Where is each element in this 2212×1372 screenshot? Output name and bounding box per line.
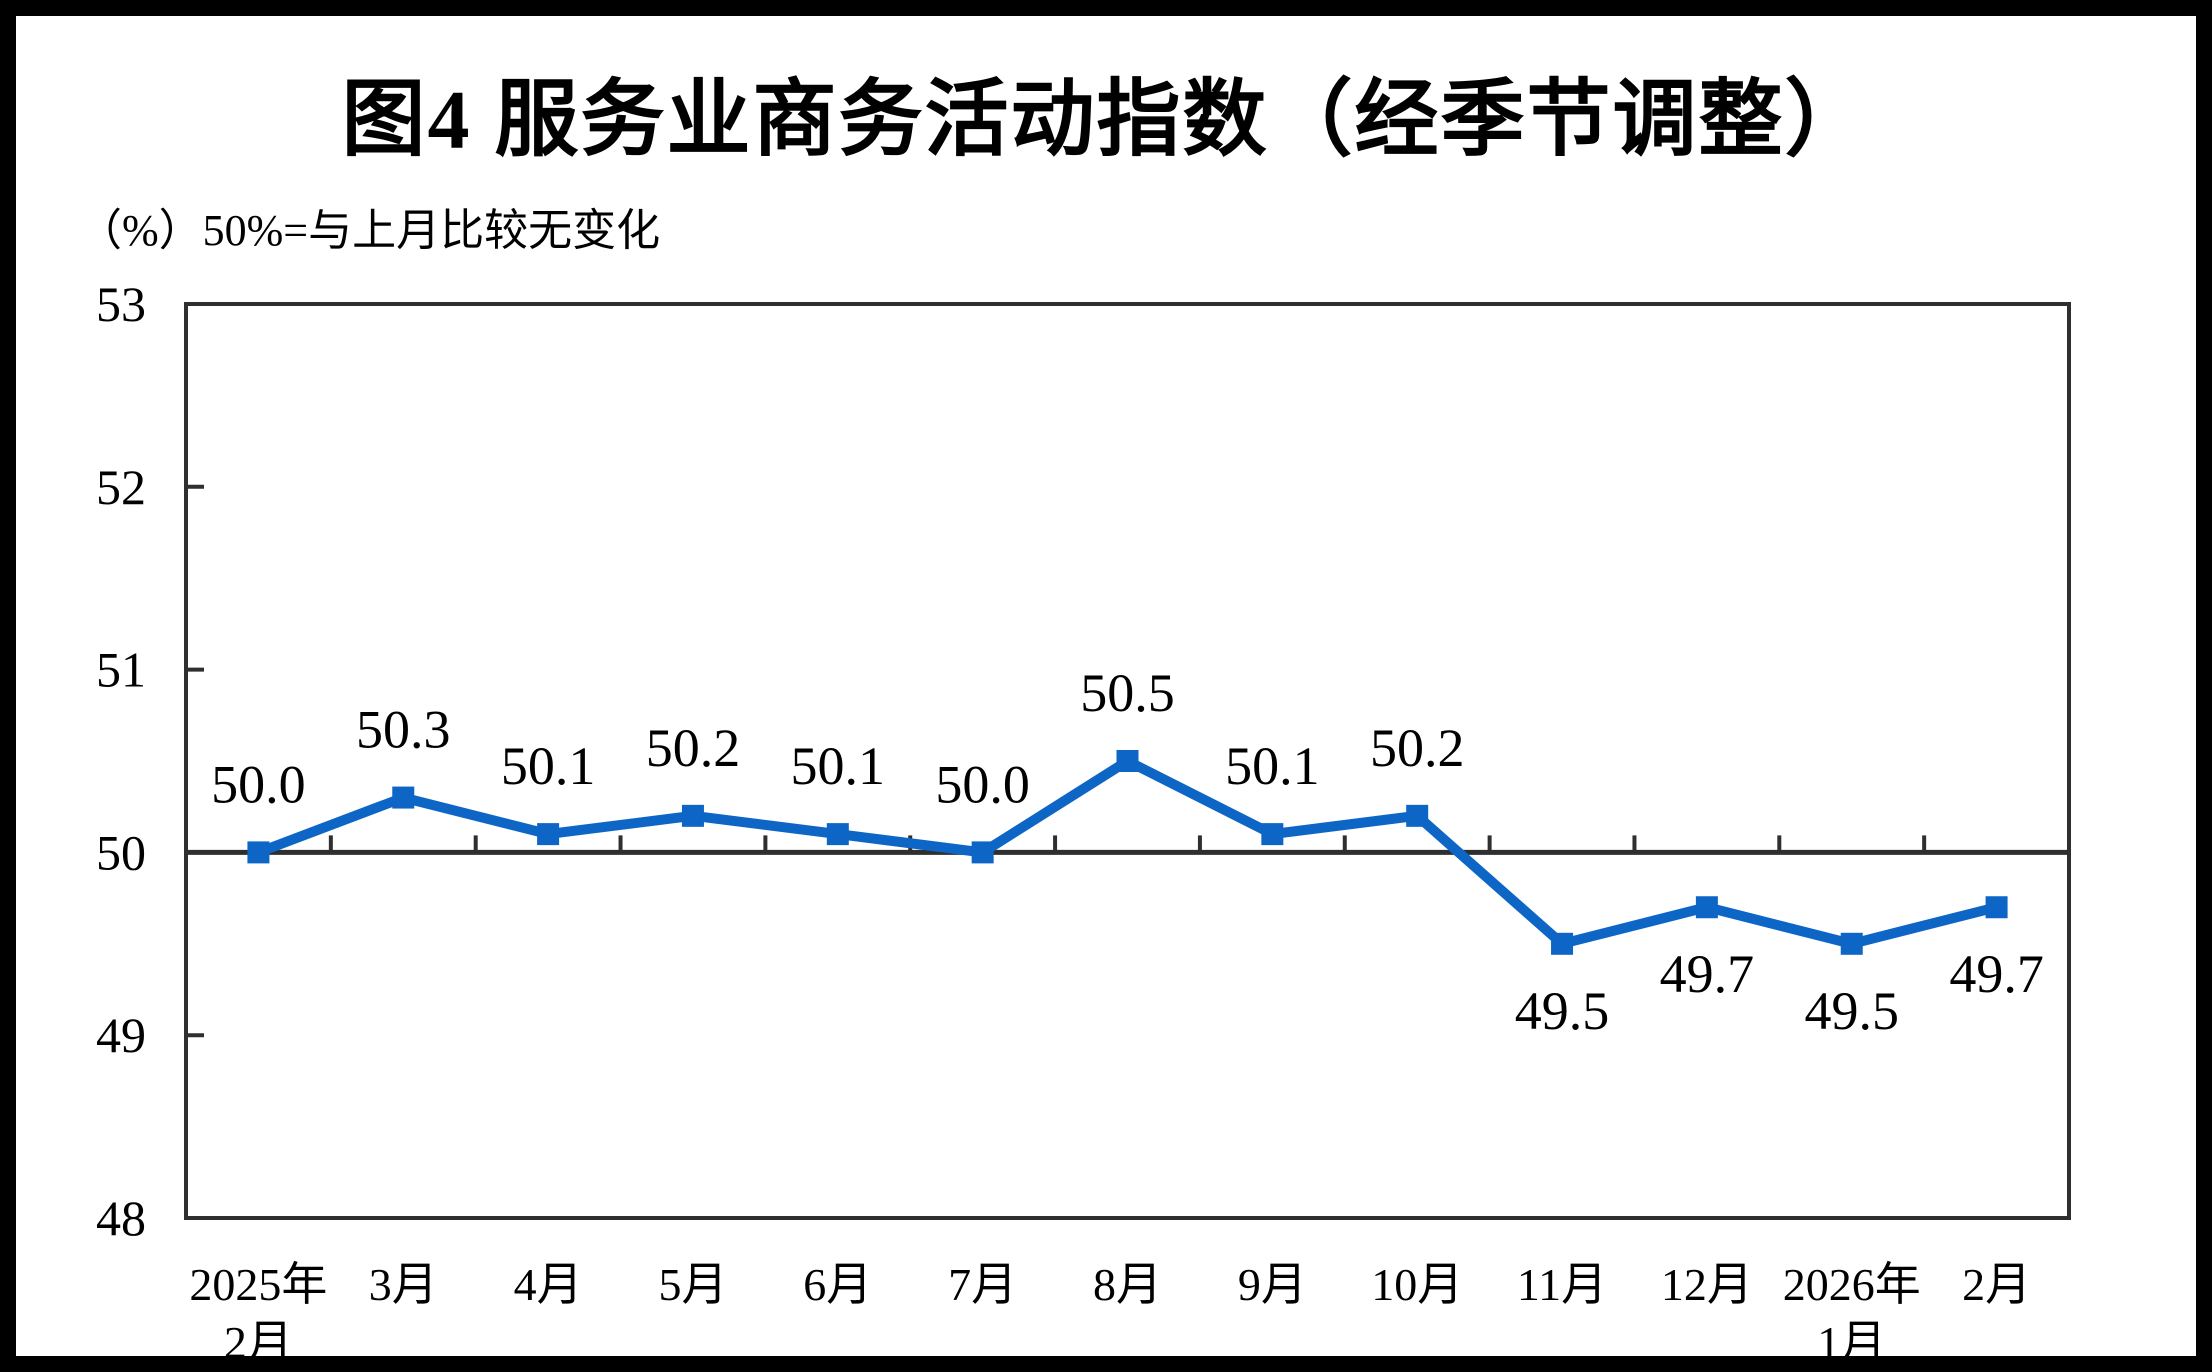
data-point-marker xyxy=(1985,896,2008,919)
data-point-label: 49.5 xyxy=(1515,981,1610,1041)
data-point-label: 50.2 xyxy=(1370,718,1465,778)
plot-border xyxy=(184,302,2071,1220)
chart-title: 图4 服务业商务活动指数（经季节调整） xyxy=(341,74,1871,167)
x-tick-label: 9月 xyxy=(1238,1259,1307,1310)
x-tick-label: 2026年 xyxy=(1783,1259,1921,1310)
data-point-marker xyxy=(392,786,415,809)
axis-unit-note: （%）50%=与上月比较无变化 xyxy=(78,206,661,255)
data-point-label: 50.3 xyxy=(356,700,451,760)
data-point-label: 49.5 xyxy=(1804,981,1899,1041)
x-tick-label: 4月 xyxy=(514,1259,583,1310)
y-tick-label: 52 xyxy=(96,459,146,515)
data-point-marker xyxy=(1695,896,1718,919)
data-point-label: 50.1 xyxy=(1225,736,1320,796)
data-point-marker xyxy=(537,823,560,846)
x-tick-label-line2: 1月 xyxy=(1817,1317,1886,1368)
data-point-marker xyxy=(1261,823,1284,846)
y-tick-label: 50 xyxy=(96,824,146,880)
data-point-marker xyxy=(1840,932,1863,955)
data-point-label: 49.7 xyxy=(1949,944,2044,1004)
data-point-marker xyxy=(1551,932,1574,955)
x-tick-label: 8月 xyxy=(1093,1259,1162,1310)
x-tick-label: 12月 xyxy=(1661,1259,1753,1310)
data-point-marker xyxy=(681,804,704,827)
data-point-marker xyxy=(826,823,849,846)
data-point-label: 50.0 xyxy=(211,754,306,814)
data-point-label: 50.1 xyxy=(791,736,886,796)
data-point-label: 50.0 xyxy=(935,754,1030,814)
data-point-marker xyxy=(247,841,270,864)
x-tick-label: 7月 xyxy=(948,1259,1017,1310)
y-tick-label: 49 xyxy=(96,1007,146,1063)
data-point-marker xyxy=(971,841,994,864)
x-tick-label-line2: 2月 xyxy=(224,1317,293,1368)
x-tick-label: 11月 xyxy=(1517,1259,1607,1310)
data-point-label: 50.5 xyxy=(1080,663,1175,723)
x-tick-label: 2月 xyxy=(1962,1259,2031,1310)
x-tick-label: 5月 xyxy=(658,1259,727,1310)
data-point-marker xyxy=(1406,804,1429,827)
data-point-label: 49.7 xyxy=(1660,944,1755,1004)
y-tick-label: 48 xyxy=(96,1190,146,1246)
x-tick-label: 3月 xyxy=(369,1259,438,1310)
line-chart: 53 52 51 50 49 48 50.0 50.3 50.1 50.2 50.1 50.0 50.5… xyxy=(96,276,2071,1368)
y-tick-label: 53 xyxy=(96,276,146,332)
y-tick-label: 51 xyxy=(96,642,146,698)
data-point-label: 50.1 xyxy=(501,736,596,796)
x-tick-label: 6月 xyxy=(803,1259,872,1310)
data-point-marker xyxy=(1116,750,1139,772)
x-tick-label: 2025年 xyxy=(189,1259,327,1310)
data-point-label: 50.2 xyxy=(646,718,741,778)
x-tick-label: 10月 xyxy=(1371,1259,1463,1310)
